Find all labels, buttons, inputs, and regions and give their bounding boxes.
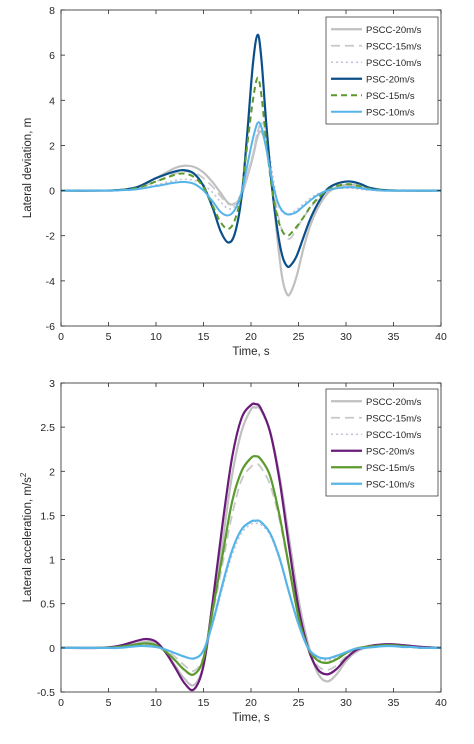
x-tick-label: 5 [106,331,112,343]
x-tick-label: 5 [106,697,112,709]
chart-panel-1: 0 5 10 15 20 25 30 35 40 -6 -4 -2 0 2 4 6 8 Time, s Latera… [22,5,447,358]
x-axis-label: Time, s [232,346,270,358]
series-line-psc-15m-s [61,76,441,237]
legend-label: PSC-15m/s [366,463,415,474]
y-tick-label: -6 [46,321,55,333]
y-tick-label: 2 [49,140,55,152]
x-tick-label: 20 [245,331,257,343]
x-tick-label: 0 [58,697,64,709]
legend-label: PSC-15m/s [366,91,415,102]
legend-label: PSC-10m/s [366,107,415,118]
legend-label: PSCC-10m/s [366,430,422,441]
y-tick-label: 6 [49,50,55,62]
x-tick-label: 10 [150,697,162,709]
y-axis-label-superscript: 2 [19,472,28,477]
y-tick-label: 8 [49,5,55,17]
y-axis-label: Lateral deviation, m [22,118,34,218]
x-tick-label: 25 [293,697,305,709]
y-tick-label: 0.5 [40,599,55,611]
legend: PSCC-20m/s PSCC-15m/s PSCC-10m/s PSC-20m/s P… [325,388,439,497]
legend-label: PSC-10m/s [366,479,415,490]
y-tick-label: 2 [49,466,55,478]
y-tick-label: 1 [49,555,55,567]
x-tick-label: 30 [340,697,352,709]
x-tick-label: 40 [435,331,447,343]
y-tick-label: 4 [49,95,55,107]
y-tick-label: -4 [46,276,55,288]
legend-label: PSCC-15m/s [366,41,422,52]
series-line-psc-10m-s [61,519,441,660]
y-axis-label: Lateral acceleration, m/s2 [19,472,34,602]
legend-box [325,388,439,497]
x-tick-label: 15 [198,331,210,343]
series-line-pscc-10m-s [61,522,441,662]
x-tick-label: 10 [150,331,162,343]
y-tick-label: 1.5 [40,510,55,522]
x-axis-label: Time, s [232,712,270,724]
x-tick-label: 35 [388,331,400,343]
series-group [61,33,441,297]
legend-label: PSC-20m/s [366,446,415,457]
x-tick-label: 40 [435,697,447,709]
series-line-pscc-15m-s [61,123,441,240]
x-tick-label: 35 [388,697,400,709]
legend-label: PSCC-20m/s [366,25,422,36]
x-tick-label: 20 [245,697,257,709]
x-tick-label: 0 [58,331,64,343]
y-tick-label: 2.5 [40,422,55,434]
series-line-psc-10m-s [61,121,441,217]
y-tick-label: 0 [49,643,55,655]
y-tick-label: -2 [46,231,55,243]
x-tick-label: 15 [198,697,210,709]
legend-label: PSCC-10m/s [366,58,422,69]
x-tick-label: 25 [293,331,305,343]
legend-label: PSCC-15m/s [366,413,422,424]
series-group [61,402,441,692]
legend-label: PSC-20m/s [366,74,415,85]
legend-box [325,16,439,125]
y-tick-label: 0 [49,186,55,198]
legend: PSCC-20m/s PSCC-15m/s PSCC-10m/s PSC-20m/s P… [325,16,439,125]
legend-label: PSCC-20m/s [366,397,422,408]
x-tick-label: 30 [340,331,352,343]
y-tick-label: 3 [49,378,55,390]
y-tick-label: -0.5 [37,687,55,699]
series-line-psc-20m-s [61,33,441,269]
